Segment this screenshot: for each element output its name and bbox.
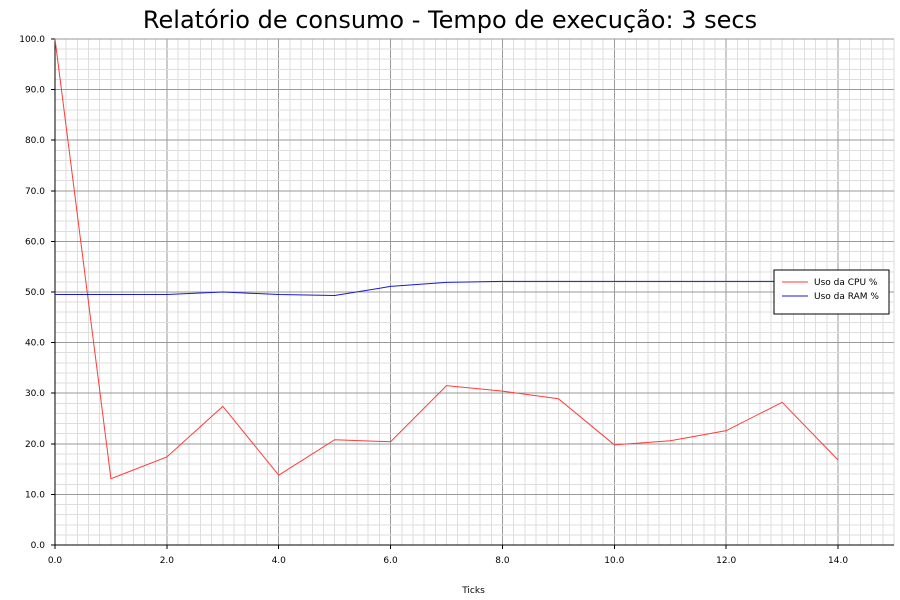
x-axis-label: Ticks: [461, 586, 485, 596]
y-tick-label: 70.0: [25, 187, 45, 197]
y-tick-label: 20.0: [25, 440, 45, 450]
y-tick-label: 100.0: [19, 35, 45, 45]
legend-label: Uso da CPU %: [814, 278, 878, 288]
y-tick-label: 90.0: [25, 86, 45, 96]
tick-labels: 0.0 10.0 20.0 30.0 40.0 50.0 60.0 70.0 80.0 90.0 1…: [19, 35, 848, 566]
series-group: [54, 38, 839, 480]
x-tick-label: 12.0: [716, 556, 736, 566]
legend: Uso da CPU % Uso da RAM %: [773, 269, 890, 315]
x-tick-label: 8.0: [495, 556, 510, 566]
legend-label: Uso da RAM %: [814, 292, 879, 302]
y-tick-label: 60.0: [25, 237, 45, 247]
y-tick-label: 80.0: [25, 136, 45, 146]
y-tick-label: 40.0: [25, 339, 45, 349]
x-tick-label: 0.0: [48, 556, 63, 566]
y-tick-label: 0.0: [31, 541, 46, 551]
y-tick-label: 50.0: [25, 288, 45, 298]
x-tick-label: 4.0: [272, 556, 287, 566]
y-tick-label: 10.0: [25, 490, 45, 500]
grid: [54, 38, 895, 546]
chart-title: Relatório de consumo - Tempo de execução…: [142, 6, 758, 34]
x-tick-label: 2.0: [160, 556, 175, 566]
series-line-ram: [55, 280, 839, 297]
legend-box: [773, 269, 890, 315]
series-line-cpu: [54, 38, 839, 480]
x-tick-label: 10.0: [604, 556, 624, 566]
x-tick-label: 6.0: [383, 556, 398, 566]
x-tick-label: 14.0: [828, 556, 848, 566]
y-tick-label: 30.0: [25, 389, 45, 399]
